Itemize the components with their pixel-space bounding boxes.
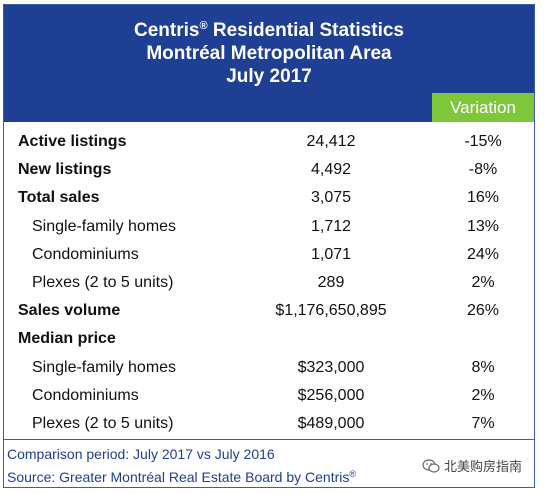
row-label: New listings	[18, 161, 112, 179]
wechat-icon	[422, 459, 440, 473]
header-band	[4, 93, 432, 122]
table-row: Total sales 3,075 16%	[4, 185, 534, 213]
row-label: Total sales	[18, 189, 100, 207]
table-row: Condominiums 1,071 24%	[4, 242, 534, 270]
row-value: 4,492	[310, 161, 352, 179]
column-header-row: Variation	[4, 93, 534, 122]
row-label: Sales volume	[18, 302, 121, 320]
row-variation: 26%	[466, 302, 500, 320]
title-line-2: Montréal Metropolitan Area	[146, 43, 392, 64]
title-brand: Centris	[134, 20, 200, 41]
row-label: Single-family homes	[32, 358, 177, 376]
row-variation: 7%	[471, 415, 495, 432]
title-rest: Residential Statistics	[207, 20, 404, 41]
table-header: Centris® Residential Statistics Montréal…	[4, 5, 534, 93]
row-label: Plexes (2 to 5 units)	[32, 415, 174, 432]
row-variation: 2%	[471, 386, 495, 404]
row-label: Single-family homes	[32, 217, 177, 235]
row-label: Condominiums	[32, 386, 139, 404]
table-row: Condominiums $256,000 2%	[4, 383, 534, 411]
table-row: Plexes (2 to 5 units) $489,000 7%	[4, 411, 534, 439]
table-row: Single-family homes $323,000 8%	[4, 355, 534, 383]
table-row: New listings 4,492 -8%	[4, 157, 534, 185]
title-line-1: Centris® Residential Statistics	[4, 19, 534, 42]
row-variation: 24%	[466, 245, 500, 263]
title-line-3: July 2017	[226, 66, 312, 87]
row-label: Plexes (2 to 5 units)	[32, 274, 174, 291]
row-variation: 13%	[466, 217, 500, 235]
row-variation: 16%	[466, 189, 500, 207]
row-variation: 2%	[471, 274, 495, 291]
table-footer: Comparison period: July 2017 vs July 201…	[4, 439, 534, 487]
row-value: 1,712	[310, 217, 352, 235]
row-variation: -8%	[468, 161, 498, 179]
source-registered-mark: ®	[349, 469, 357, 479]
table-row: Single-family homes 1,712 13%	[4, 214, 534, 242]
table-row: Median price	[4, 326, 534, 354]
row-value: 1,071	[310, 245, 352, 263]
row-value: $1,176,650,895	[275, 302, 387, 320]
watermark: 北美购房指南	[422, 456, 522, 475]
row-value: 3,075	[310, 189, 352, 207]
row-value: $489,000	[297, 415, 365, 432]
row-variation: -15%	[464, 133, 502, 150]
row-value: $256,000	[297, 386, 365, 404]
registered-mark: ®	[199, 20, 208, 32]
row-value: 289	[317, 274, 345, 291]
variation-column-header: Variation	[432, 93, 534, 122]
table-row: Active listings 24,412 -15%	[4, 129, 534, 157]
row-value: $323,000	[297, 358, 365, 376]
row-value: 24,412	[306, 133, 356, 150]
table-row: Plexes (2 to 5 units) 289 2%	[4, 270, 534, 298]
statistics-table: Centris® Residential Statistics Montréal…	[3, 4, 535, 488]
row-variation: 8%	[471, 358, 495, 376]
source-text: Source: Greater Montréal Real Estate Boa…	[7, 469, 350, 485]
row-label: Active listings	[18, 133, 127, 150]
comparison-note: Comparison period: July 2017 vs July 201…	[7, 446, 275, 462]
source-note: Source: Greater Montréal Real Estate Boa…	[7, 469, 356, 485]
row-label: Median price	[18, 330, 116, 348]
row-label: Condominiums	[32, 245, 139, 263]
table-row: Sales volume $1,176,650,895 26%	[4, 298, 534, 326]
watermark-text: 北美购房指南	[444, 459, 523, 474]
